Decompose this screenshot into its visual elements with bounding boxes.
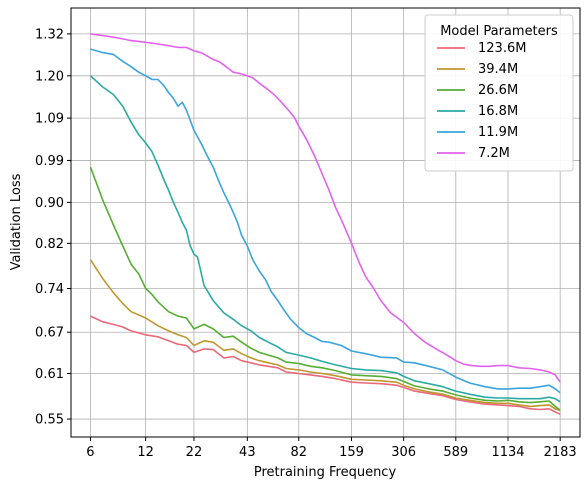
legend: Model Parameters 123.6M 39.4M 26.6M 16.8M 11… — [424, 14, 574, 172]
legend-entry: 26.6M — [478, 83, 518, 98]
legend-entry: 39.4M — [478, 62, 518, 77]
series-line-16.8M — [89, 75, 561, 403]
y-tick-label: 0.61 — [35, 367, 64, 382]
x-tick-label: 2183 — [544, 445, 577, 460]
grid — [71, 8, 580, 437]
y-tick-label: 1.09 — [35, 112, 64, 127]
y-axis: 0.55 0.61 0.67 0.74 0.82 0.90 0.99 1.09 1.20 1.32 — [35, 27, 71, 428]
series-line-11.9M — [90, 48, 561, 394]
x-tick-label: 43 — [239, 445, 256, 460]
legend-entry: 11.9M — [478, 125, 518, 140]
series-line-7.2M — [90, 33, 561, 383]
series-line-26.6M — [89, 166, 561, 411]
y-tick-label: 0.90 — [35, 196, 64, 211]
y-tick-label: 1.32 — [35, 27, 64, 42]
x-axis-label: Pretraining Frequency — [254, 465, 397, 480]
series-lines — [89, 33, 561, 416]
y-axis-label: Validation Loss — [9, 173, 24, 270]
x-axis: 6 12 22 43 82 159 306 589 1134 2183 — [86, 437, 577, 460]
y-tick-label: 0.99 — [35, 154, 64, 169]
legend-title: Model Parameters — [440, 24, 558, 39]
y-tick-label: 0.55 — [35, 413, 64, 428]
legend-entry: 7.2M — [478, 146, 510, 161]
y-tick-label: 0.67 — [35, 326, 64, 341]
series-line-39.4M — [89, 259, 561, 412]
plot-frame — [70, 7, 581, 438]
x-tick-label: 159 — [339, 445, 364, 460]
x-tick-label: 589 — [443, 445, 468, 460]
y-tick-label: 1.20 — [35, 69, 64, 84]
y-tick-label: 0.82 — [35, 237, 64, 252]
x-tick-label: 22 — [186, 445, 203, 460]
x-tick-label: 6 — [86, 445, 94, 460]
x-tick-label: 12 — [137, 445, 154, 460]
legend-entry: 123.6M — [478, 41, 526, 56]
x-tick-label: 306 — [391, 445, 416, 460]
x-tick-label: 82 — [290, 445, 307, 460]
y-tick-label: 0.74 — [35, 282, 64, 297]
legend-entry: 16.8M — [478, 104, 518, 119]
legend-items: 123.6M 39.4M 26.6M 16.8M 11.9M 7.2M — [437, 41, 526, 161]
x-tick-label: 1134 — [491, 445, 524, 460]
series-line-123.6M — [90, 315, 561, 416]
